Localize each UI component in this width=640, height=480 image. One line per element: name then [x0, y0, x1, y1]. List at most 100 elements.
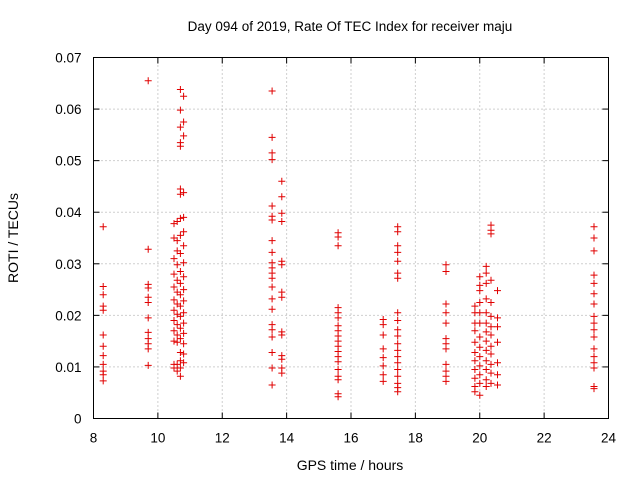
- y-tick-label: 0.06: [55, 102, 81, 117]
- x-tick-label: 22: [537, 431, 552, 446]
- data-point: [482, 295, 490, 303]
- data-point: [442, 319, 450, 327]
- data-point: [442, 309, 450, 317]
- data-point: [180, 259, 188, 267]
- data-point: [268, 202, 276, 210]
- data-point: [590, 290, 598, 298]
- data-point: [476, 362, 484, 370]
- data-point: [268, 237, 276, 245]
- y-tick-label: 0.07: [55, 51, 81, 66]
- data-point: [590, 300, 598, 308]
- x-tick-label: 16: [343, 431, 358, 446]
- data-point: [487, 379, 495, 387]
- data-point: [442, 261, 450, 269]
- data-point: [394, 353, 402, 361]
- data-point: [394, 359, 402, 367]
- data-point: [278, 261, 286, 269]
- data-point: [99, 291, 107, 299]
- ticks-layer: 8 10 12 14 16 18 20 22 24 0 0.01 0.02 0.03 0.04 0.05 0.…: [55, 51, 616, 446]
- data-point: [99, 283, 107, 290]
- data-point: [394, 242, 402, 250]
- data-point: [394, 257, 402, 265]
- data-point: [170, 317, 178, 324]
- data-point: [590, 312, 598, 320]
- data-point: [99, 352, 107, 360]
- data-point: [268, 87, 276, 95]
- data-point: [482, 309, 490, 317]
- data-point: [170, 255, 178, 263]
- data-point: [180, 273, 188, 281]
- data-point: [379, 345, 387, 353]
- grid-layer: [93, 57, 609, 419]
- data-point: [170, 283, 178, 291]
- data-point: [173, 360, 181, 368]
- data-point: [482, 376, 490, 384]
- data-point: [379, 377, 387, 385]
- data-point: [176, 364, 184, 372]
- data-point: [144, 245, 152, 253]
- data-point: [590, 319, 598, 327]
- data-point: [442, 360, 450, 368]
- data-point: [176, 291, 184, 299]
- data-point: [268, 248, 276, 256]
- data-point: [170, 296, 178, 304]
- data-point: [268, 216, 276, 224]
- data-point: [471, 302, 479, 310]
- data-point: [334, 376, 342, 384]
- data-point: [334, 358, 342, 366]
- data-point: [173, 237, 181, 245]
- data-point: [278, 369, 286, 377]
- data-point: [476, 333, 484, 341]
- data-point: [442, 377, 450, 385]
- data-point: [482, 269, 490, 277]
- data-point: [268, 364, 276, 372]
- data-point: [494, 338, 501, 346]
- data-point: [268, 295, 276, 303]
- x-tick-label: 10: [150, 431, 165, 446]
- data-point: [394, 309, 402, 317]
- data-point: [482, 366, 490, 373]
- x-tick-label: 24: [601, 431, 617, 446]
- data-point: [180, 132, 188, 140]
- x-tick-label: 14: [279, 431, 295, 446]
- data-point: [176, 324, 184, 332]
- data-point: [590, 247, 598, 255]
- data-point: [334, 366, 342, 373]
- data-point: [99, 306, 107, 314]
- data-point: [471, 357, 479, 365]
- data-point: [334, 393, 342, 401]
- data-point: [487, 312, 495, 320]
- data-point: [180, 297, 188, 305]
- data-point: [180, 359, 188, 367]
- data-point: [99, 377, 107, 385]
- data-point: [487, 350, 495, 358]
- data-point: [268, 381, 276, 389]
- data-point: [476, 371, 484, 379]
- data-point: [144, 299, 152, 306]
- data-point: [379, 371, 387, 379]
- data-point: [487, 299, 495, 306]
- data-point: [176, 250, 184, 257]
- data-point: [99, 223, 107, 231]
- data-point: [173, 276, 181, 284]
- data-point: [471, 374, 479, 382]
- data-point: [180, 118, 188, 126]
- data-point: [99, 371, 107, 379]
- data-point: [494, 314, 501, 322]
- data-point: [482, 346, 490, 354]
- data-point: [176, 106, 184, 114]
- data-point: [173, 338, 181, 346]
- data-point: [176, 302, 184, 310]
- data-point: [471, 388, 479, 396]
- data-point: [494, 359, 501, 367]
- data-point: [476, 319, 484, 327]
- data-point: [476, 299, 484, 306]
- data-point: [99, 360, 107, 368]
- data-point: [476, 343, 484, 351]
- data-point: [176, 372, 184, 380]
- data-point: [268, 283, 276, 291]
- data-point: [144, 77, 152, 85]
- data-point: [176, 190, 184, 198]
- data-point: [482, 383, 490, 390]
